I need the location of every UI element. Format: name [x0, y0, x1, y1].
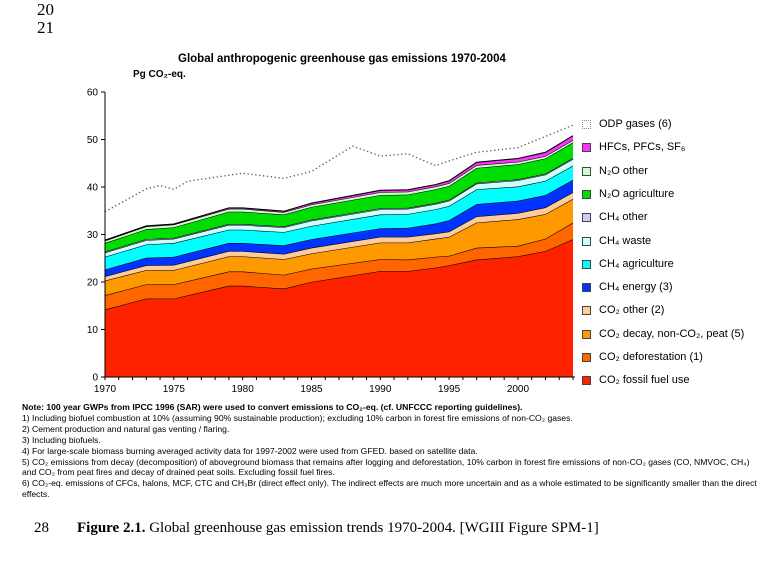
- y-tick-label: 20: [87, 278, 99, 289]
- legend-swatch: [582, 259, 591, 269]
- legend-label: CH₄ other: [599, 211, 648, 224]
- chart-title: Global anthropogenic greenhouse gas emis…: [178, 53, 506, 65]
- area-co-fossil-fuel-use: [105, 239, 573, 377]
- y-tick-label: 60: [87, 88, 99, 99]
- legend-label: CH₄ agriculture: [599, 257, 674, 270]
- y-tick-label: 40: [87, 183, 99, 194]
- line-number: 20: [37, 0, 54, 19]
- caption-text: Global greenhouse gas emission trends 19…: [145, 520, 599, 536]
- area-layers: [104, 135, 574, 377]
- legend-label: CO₂ other (2): [599, 304, 665, 317]
- note-item: 4) For large-scale biomass burning avera…: [22, 445, 478, 456]
- x-tick-label: 2000: [507, 384, 530, 395]
- area-ch-energy-3: [105, 179, 573, 277]
- note-item: 1) Including biofuel combustion at 10% (…: [22, 412, 573, 423]
- figure-notes: Note: 100 year GWPs from IPCC 1996 (SAR)…: [22, 402, 762, 500]
- figure-label: Figure 2.1.: [77, 520, 146, 536]
- area-co-decay-non-co-peat-5: [105, 198, 573, 296]
- x-tick-label: 1990: [369, 384, 392, 395]
- figure-caption: 28 Figure 2.1. Global greenhouse gas emis…: [34, 520, 599, 537]
- legend-swatch: [582, 306, 591, 316]
- note-heading: Note: 100 year GWPs from IPCC 1996 (SAR)…: [22, 402, 523, 412]
- y-tick-label: 0: [92, 373, 98, 384]
- legend-label: CO₂ decay, non-CO₂, peat (5): [599, 327, 745, 340]
- legend-swatch: [582, 283, 591, 293]
- legend-label: CH₄ waste: [599, 234, 652, 247]
- area-co-deforestation-1: [105, 222, 573, 310]
- line-number: 28: [34, 520, 49, 536]
- line-number: 21: [37, 18, 54, 37]
- note-item: 5) CO₂ emissions from decay (decompositi…: [22, 456, 750, 478]
- legend-swatch: [582, 189, 591, 199]
- legend-swatch: [582, 236, 591, 246]
- legend-swatch: [582, 353, 591, 362]
- y-tick-label: 10: [87, 325, 99, 336]
- x-tick-label: 1970: [94, 384, 117, 395]
- legend-label: CO₂ fossil fuel use: [599, 374, 690, 387]
- note-item: 2) Cement production and natural gas ven…: [22, 423, 230, 434]
- area-ch-agriculture: [105, 165, 573, 270]
- legend-label: HFCs, PFCs, SF₆: [599, 141, 686, 154]
- y-axis-unit-label: Pg CO₂-eq.: [133, 69, 186, 80]
- area-n-o-agriculture: [105, 142, 573, 252]
- note-item: 3) Including biofuels.: [22, 434, 101, 445]
- legend-swatch: [582, 213, 591, 223]
- x-tick-label: 1975: [163, 384, 186, 395]
- legend-swatch: [582, 329, 591, 339]
- legend-label: N₂O other: [599, 164, 648, 177]
- x-tick-label: 1980: [232, 384, 255, 395]
- legend-label: CH₄ energy (3): [599, 281, 673, 294]
- x-tick-label: 1985: [300, 384, 323, 395]
- stacked-area-chart: 0 10 20 30 40 50 60 1970 1975 1980 1985 1990 1995 200…: [87, 88, 575, 395]
- legend-swatch: [582, 120, 591, 129]
- y-tick-label: 50: [87, 135, 99, 146]
- y-tick-label: 30: [87, 230, 99, 241]
- legend-label: N₂O agriculture: [599, 187, 675, 200]
- legend-swatch: [582, 166, 591, 176]
- axes: 0 10 20 30 40 50 60 1970 1975 1980 1985 1990 1995 200…: [87, 88, 575, 395]
- legend-swatch: [582, 143, 591, 153]
- legend-swatch: [582, 376, 591, 386]
- note-item: 6) CO₂-eq. emissions of CFCs, halons, MC…: [22, 478, 757, 500]
- x-tick-label: 1995: [438, 384, 461, 395]
- legend-label: ODP gases (6): [599, 118, 672, 130]
- legend-label: CO₂ deforestation (1): [599, 351, 703, 363]
- area-boundary-hfcs-pfcs-sf: [104, 135, 574, 241]
